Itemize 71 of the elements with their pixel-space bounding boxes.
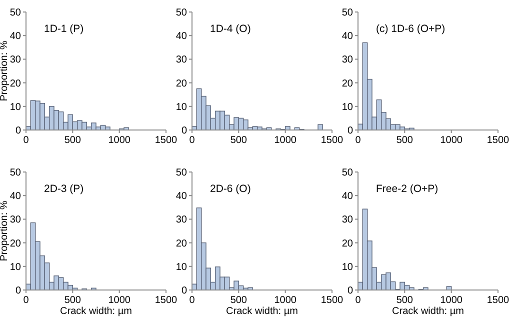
- text: 1D-1 (P): [44, 23, 84, 35]
- y-tick-label: 10: [176, 102, 188, 113]
- text: 2D-3 (P): [44, 183, 84, 195]
- y-tick-label: 20: [10, 238, 22, 250]
- x-axis-title: Crack width: µm: [60, 306, 132, 317]
- y-tick-label: 10: [10, 102, 22, 113]
- y-tick-label: 10: [342, 262, 354, 273]
- x-tick-label: 1000: [108, 295, 131, 306]
- x-tick-label: 1000: [440, 295, 463, 306]
- x-tick-label: 1500: [320, 135, 344, 146]
- y-tick-label: 0: [15, 286, 22, 296]
- y-tick-label: 30: [176, 214, 188, 226]
- y-tick-label: 40: [176, 31, 188, 42]
- y-tick-label: 20: [342, 78, 354, 90]
- y-tick-label: 30: [10, 214, 22, 226]
- x-tick-label: 1500: [320, 295, 344, 306]
- x-tick-label: 1000: [274, 135, 297, 146]
- y-tick-label: 10: [342, 102, 354, 113]
- y-tick-label: 0: [181, 126, 188, 136]
- y-tick-label: 30: [176, 54, 188, 66]
- x-tick-label: 1500: [486, 135, 510, 146]
- y-tick-label: 0: [181, 286, 188, 296]
- y-tick-label: 20: [10, 78, 22, 90]
- text: Free-2 (O+P): [376, 183, 438, 195]
- y-tick-label: 30: [10, 54, 22, 66]
- x-tick-label: 0: [189, 135, 196, 146]
- x-tick-label: 1500: [486, 295, 510, 306]
- text: (c) 1D-6 (O+P): [376, 23, 446, 35]
- y-tick-label: 20: [176, 238, 188, 250]
- x-tick-label: 1000: [440, 135, 463, 146]
- y-tick-label: 40: [342, 31, 354, 42]
- y-tick-label: 50: [342, 168, 354, 178]
- x-tick-label: 0: [355, 295, 362, 306]
- x-tick-label: 500: [64, 295, 82, 306]
- y-tick-label: 0: [15, 126, 22, 136]
- x-tick-label: 500: [396, 135, 414, 146]
- x-tick-label: 1500: [154, 135, 178, 146]
- y-tick-label: 40: [10, 191, 22, 202]
- y-tick-label: 40: [342, 191, 354, 202]
- x-tick-label: 500: [230, 135, 248, 146]
- x-axis-title: Crack width: µm: [226, 306, 298, 317]
- y-tick-label: 40: [176, 191, 188, 202]
- x-tick-label: 1000: [108, 135, 131, 146]
- x-tick-label: 0: [189, 295, 196, 306]
- y-tick-label: 40: [10, 31, 22, 42]
- y-tick-label: 10: [10, 262, 22, 273]
- x-tick-label: 0: [23, 135, 30, 146]
- y-tick-label: 0: [347, 286, 354, 296]
- y-tick-label: 20: [342, 238, 354, 250]
- y-tick-label: 50: [10, 168, 22, 178]
- x-tick-label: 1500: [154, 295, 178, 306]
- x-tick-label: 500: [230, 295, 248, 306]
- x-tick-label: 500: [64, 135, 82, 146]
- y-tick-label: 50: [176, 168, 188, 178]
- y-axis-title: Proportion: %: [0, 200, 10, 262]
- x-axis-title: Crack width: µm: [392, 306, 464, 317]
- x-tick-label: 500: [396, 295, 414, 306]
- text: 1D-4 (O): [210, 23, 251, 35]
- x-tick-label: 1000: [274, 295, 297, 306]
- y-tick-label: 50: [342, 8, 354, 18]
- y-axis-title: Proportion: %: [0, 40, 10, 102]
- x-tick-label: 0: [355, 135, 362, 146]
- text: 2D-6 (O): [210, 183, 251, 195]
- y-tick-label: 30: [342, 214, 354, 226]
- y-tick-label: 30: [342, 54, 354, 66]
- y-tick-label: 50: [10, 8, 22, 18]
- y-tick-label: 0: [347, 126, 354, 136]
- y-tick-label: 50: [176, 8, 188, 18]
- y-tick-label: 10: [176, 262, 188, 273]
- x-tick-label: 0: [23, 295, 30, 306]
- y-tick-label: 20: [176, 78, 188, 90]
